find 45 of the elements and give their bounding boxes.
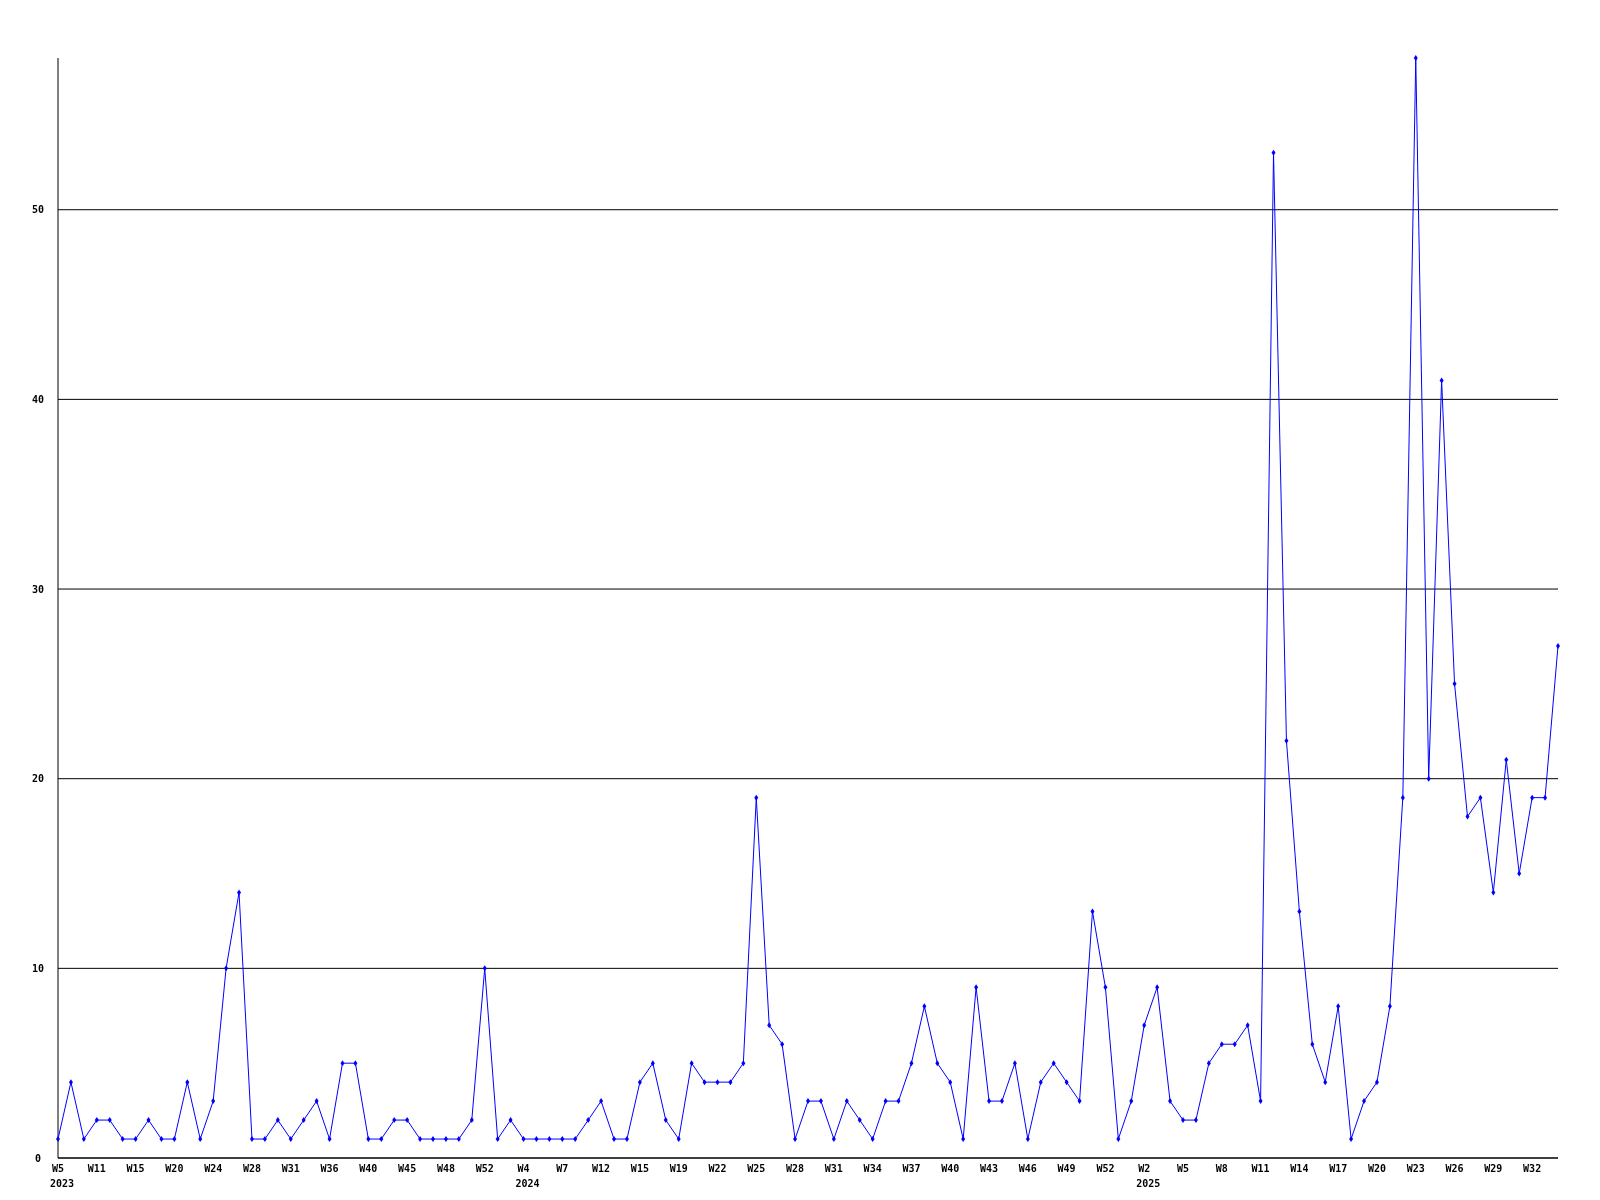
x-tick-label: W12 — [592, 1163, 611, 1174]
y-tick-label: 10 — [31, 962, 45, 974]
x-tick-label: W23 — [1406, 1163, 1425, 1174]
x-tick-label: W7 — [556, 1163, 569, 1174]
x-tick-label: W8 — [1215, 1163, 1228, 1174]
x-tick-label: W36 — [320, 1163, 339, 1174]
x-tick-label: W11 — [1251, 1163, 1270, 1174]
x-tick-label: W52 — [1096, 1163, 1115, 1174]
x-tick-label: W17 — [1329, 1163, 1348, 1174]
x-tick-label: W19 — [669, 1163, 688, 1174]
x-tick-label: W32 — [1523, 1163, 1542, 1174]
x-tick-label: W28 — [786, 1163, 805, 1174]
x-tick-label: W49 — [1057, 1163, 1076, 1174]
x-tick-label: W4 2024 — [515, 1163, 540, 1189]
x-tick-label: W22 — [708, 1163, 727, 1174]
x-tick-label: W31 — [824, 1163, 843, 1174]
y-tick-label: 0 — [34, 1152, 42, 1164]
x-tick-label: W5 2023 — [49, 1163, 75, 1189]
x-tick-label: W2 2025 — [1136, 1163, 1161, 1189]
y-tick-label: 40 — [31, 393, 45, 405]
x-tick-label: W20 — [165, 1163, 184, 1174]
y-tick-label: 50 — [31, 204, 45, 216]
x-tick-label: W11 — [87, 1163, 106, 1174]
x-tick-label: W46 — [1018, 1163, 1037, 1174]
x-tick-label: W25 — [747, 1163, 766, 1174]
x-tick-label: W5 — [1176, 1163, 1190, 1174]
x-tick-label: W34 — [863, 1163, 882, 1174]
x-tick-label: W52 — [475, 1163, 494, 1174]
x-tick-label: W40 — [359, 1163, 378, 1174]
x-tick-label: W48 — [436, 1163, 455, 1174]
x-tick-label: W28 — [242, 1163, 261, 1174]
x-tick-label: W45 — [398, 1163, 417, 1174]
x-tick-label: W14 — [1290, 1163, 1309, 1174]
x-tick-label: W20 — [1367, 1163, 1386, 1174]
x-tick-label: W15 — [126, 1163, 145, 1174]
y-tick-label: 30 — [31, 583, 45, 595]
x-tick-label: W40 — [941, 1163, 960, 1174]
x-tick-label: W37 — [902, 1163, 921, 1174]
x-tick-label: W26 — [1445, 1163, 1464, 1174]
x-tick-label: W29 — [1484, 1163, 1503, 1174]
x-tick-label: W31 — [281, 1163, 300, 1174]
x-tick-label: W24 — [204, 1163, 223, 1174]
y-tick-label: 20 — [31, 773, 45, 785]
x-tick-label: W15 — [630, 1163, 649, 1174]
x-tick-label: W43 — [980, 1163, 999, 1174]
